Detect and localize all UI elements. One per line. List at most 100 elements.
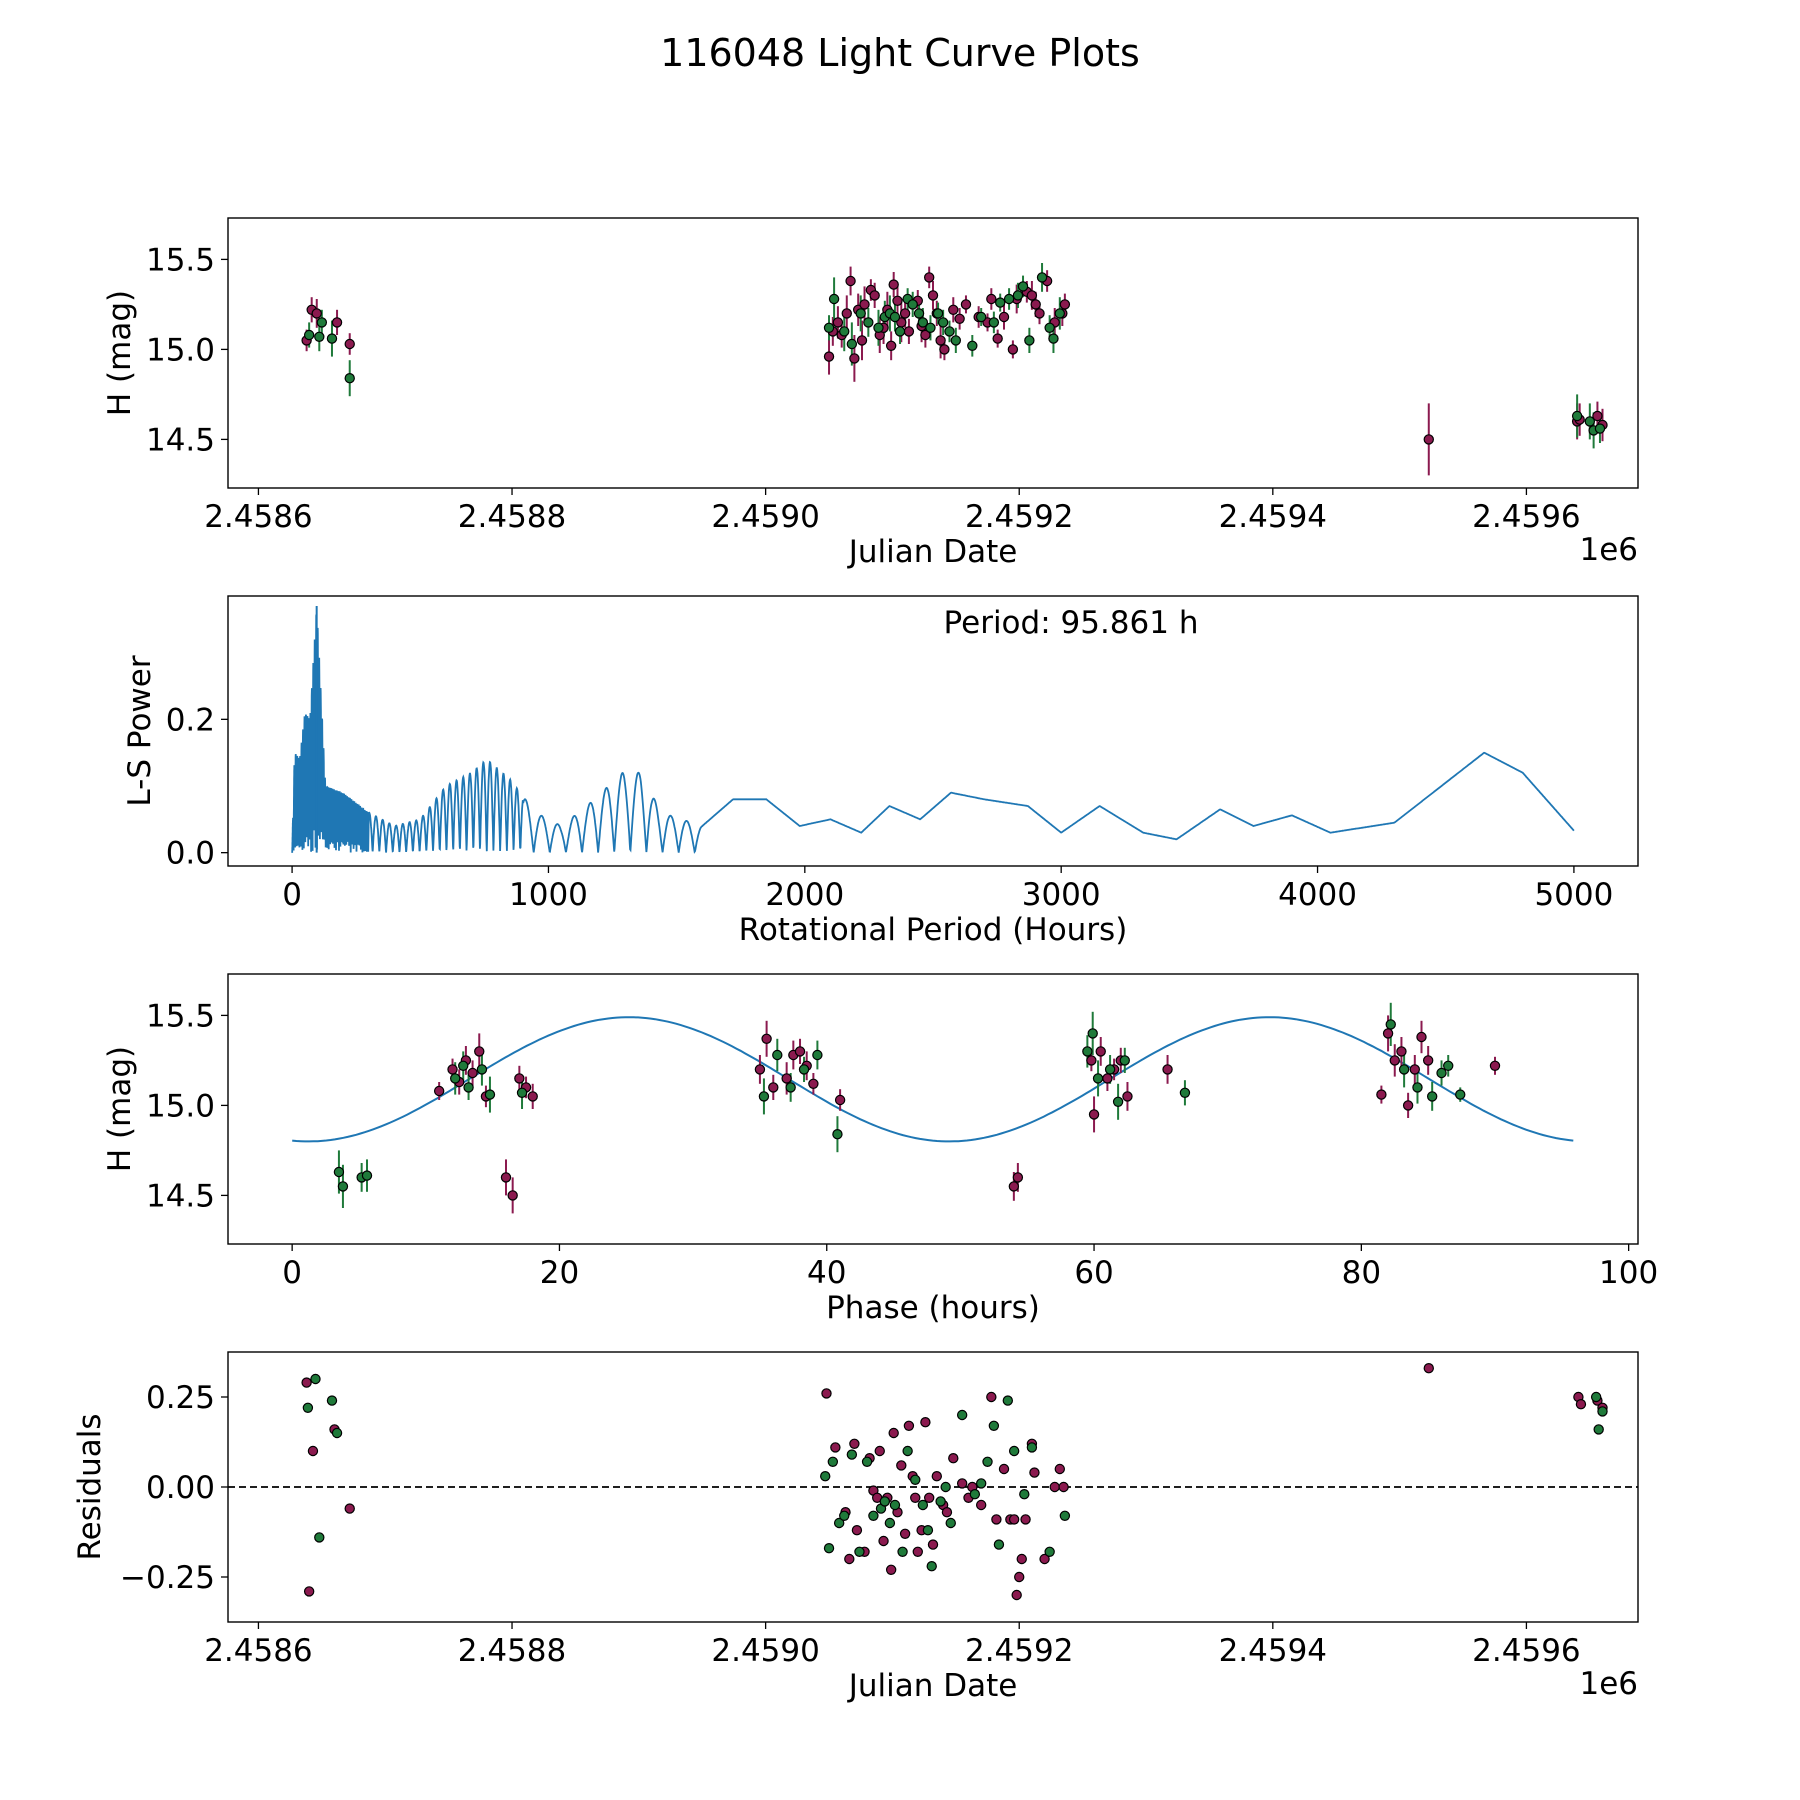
- data-point-magenta: [1059, 299, 1071, 310]
- data-point-magenta: [844, 1553, 855, 1565]
- data-point-green: [922, 1524, 934, 1536]
- data-point-green: [812, 1049, 823, 1061]
- data-point-magenta: [975, 1499, 987, 1511]
- data-point-magenta: [896, 1460, 907, 1471]
- data-point-magenta: [1575, 1398, 1587, 1410]
- y-tick-label: 14.5: [146, 1178, 215, 1214]
- data-point-green: [827, 1456, 839, 1468]
- data-point-green: [758, 1091, 770, 1102]
- data-point-magenta: [1049, 1481, 1060, 1493]
- periodogram-xlabel: Rotational Period (Hours): [739, 912, 1128, 948]
- phase-fold-axes-frame: [227, 973, 1639, 1245]
- data-point-green: [967, 340, 978, 351]
- data-point-green: [1436, 1067, 1447, 1079]
- data-point-green: [310, 1373, 321, 1385]
- data-point-green: [863, 317, 874, 328]
- data-point-magenta: [910, 1492, 921, 1504]
- data-point-magenta: [1592, 410, 1603, 422]
- data-point-magenta: [307, 1445, 319, 1457]
- data-point-green: [785, 1082, 796, 1093]
- data-point-green: [303, 329, 315, 341]
- y-tick-label: 15.0: [146, 332, 215, 368]
- data-point-green: [913, 308, 925, 319]
- x-tick-label: 80: [1342, 1255, 1381, 1291]
- x-tick-label: 5000: [1534, 877, 1613, 913]
- data-point-green: [993, 1539, 1005, 1550]
- data-point-green: [884, 1517, 896, 1529]
- data-point-magenta: [927, 290, 939, 301]
- data-point-green: [1048, 333, 1059, 344]
- data-point-green: [854, 1546, 865, 1558]
- data-point-magenta: [433, 1085, 445, 1097]
- y-tick-label: 15.5: [146, 998, 215, 1034]
- data-point-green: [1426, 1091, 1438, 1102]
- data-point-magenta: [903, 1420, 915, 1432]
- data-point-green: [1590, 1391, 1602, 1403]
- plot-clip-group: [291, 606, 1575, 854]
- data-point-magenta: [1007, 344, 1019, 355]
- data-point-magenta: [1162, 1064, 1173, 1075]
- phase-fold-panel: 0 20 40 60 80 100 14.5 15.0 15.5 Phase (hours) H…: [102, 973, 1658, 1326]
- data-point-magenta: [899, 1528, 911, 1540]
- data-point-magenta: [849, 353, 860, 364]
- data-point-green: [1082, 1046, 1093, 1057]
- data-point-green: [361, 1170, 373, 1181]
- data-point-magenta: [1034, 308, 1045, 319]
- data-point-magenta: [869, 290, 880, 301]
- data-point-green: [1044, 1546, 1055, 1558]
- data-point-green: [1455, 1089, 1466, 1100]
- data-point-green: [945, 1517, 956, 1529]
- x-tick-label: 40: [807, 1255, 846, 1291]
- data-point-magenta: [998, 311, 1010, 323]
- data-point-green: [894, 326, 906, 337]
- data-point-magenta: [849, 1438, 860, 1450]
- x-tick-label: 2.4590: [711, 1633, 819, 1669]
- data-point-green: [937, 317, 949, 328]
- data-point-green: [889, 1499, 901, 1511]
- data-point-green: [873, 322, 884, 333]
- data-point-green: [344, 373, 355, 384]
- data-point-magenta: [986, 293, 997, 305]
- data-point-green: [988, 317, 1000, 328]
- data-point-magenta: [948, 304, 959, 315]
- data-point-magenta: [834, 1094, 846, 1106]
- data-point-green: [1584, 416, 1596, 427]
- data-point-magenta: [920, 329, 931, 341]
- data-point-green: [823, 1542, 835, 1554]
- data-point-green: [302, 1402, 314, 1414]
- data-point-magenta: [927, 1539, 939, 1550]
- y-tick-label: 14.5: [146, 422, 215, 458]
- data-point-magenta: [888, 1427, 899, 1439]
- residuals-panel: 2.4586 2.4588 2.4590 2.4592 2.4594 2.4596 −0.2…: [72, 1351, 1639, 1704]
- data-point-green: [839, 1510, 850, 1522]
- data-point-green: [314, 1532, 325, 1543]
- light-curve-x-offset-label: 1e6: [1579, 532, 1638, 568]
- data-point-green: [907, 299, 918, 310]
- data-point-magenta: [1029, 1467, 1040, 1478]
- data-point-green: [995, 297, 1006, 308]
- y-tick-label: 0.2: [166, 702, 215, 738]
- data-point-green: [975, 1478, 987, 1489]
- data-point-magenta: [931, 1470, 943, 1482]
- data-point-green: [316, 317, 328, 328]
- data-point-green: [846, 338, 858, 350]
- data-point-magenta: [1416, 1031, 1427, 1043]
- plot-clip-group: [228, 1362, 1638, 1601]
- data-point-magenta: [301, 1377, 312, 1388]
- data-point-magenta: [1054, 1463, 1065, 1475]
- residuals-xlabel: Julian Date: [847, 1668, 1018, 1704]
- y-tick-label: 0.25: [146, 1380, 215, 1416]
- data-point-magenta: [923, 1492, 935, 1504]
- figure-title: 116048 Light Curve Plots: [660, 31, 1140, 75]
- data-point-green: [926, 1560, 937, 1572]
- data-point-magenta: [311, 308, 322, 319]
- data-point-green: [1092, 1073, 1104, 1084]
- data-point-magenta: [781, 1073, 792, 1084]
- data-point-magenta: [1008, 1181, 1020, 1192]
- data-point-green: [326, 1395, 338, 1406]
- x-tick-label: 2.4596: [1472, 1633, 1580, 1669]
- data-point-magenta: [892, 295, 903, 306]
- y-tick-label: 15.0: [146, 1088, 215, 1124]
- data-point-magenta: [768, 1082, 779, 1093]
